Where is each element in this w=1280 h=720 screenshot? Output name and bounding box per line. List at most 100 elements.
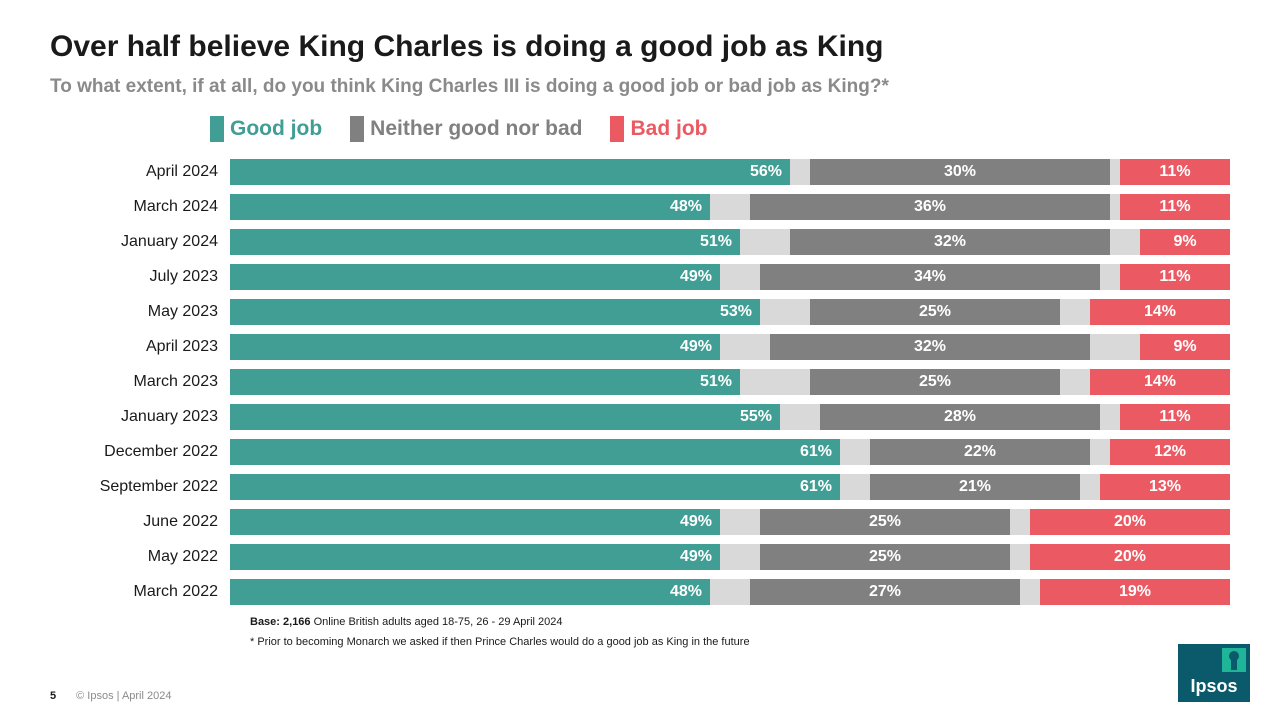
legend-item: Good job (210, 116, 322, 142)
row-label: March 2022 (50, 583, 230, 601)
bar-gap (1110, 194, 1120, 220)
chart-row: April 2024 56% 30% 11% (50, 156, 1230, 188)
bar-track: 48% 27% 19% (230, 579, 1230, 605)
row-label: September 2022 (50, 478, 230, 496)
bar-gap (1110, 229, 1140, 255)
bar-neither-value: 32% (934, 233, 966, 251)
bar-neither-value: 30% (944, 163, 976, 181)
row-label: March 2023 (50, 373, 230, 391)
bar-good: 48% (230, 579, 710, 605)
bar-good-value: 49% (680, 268, 712, 286)
bar-good-value: 48% (670, 198, 702, 216)
bar-bad: 9% (1140, 334, 1230, 360)
bar-good: 61% (230, 439, 840, 465)
bar-bad: 20% (1030, 544, 1230, 570)
bar-neither: 30% (810, 159, 1110, 185)
bar-track: 49%25%20% (230, 544, 1230, 570)
bar-gap (1100, 264, 1120, 290)
bar-bad: 11% (1120, 404, 1230, 430)
bar-good-value: 56% (750, 163, 782, 181)
chart-row: March 202351%25%14% (50, 366, 1230, 398)
legend-swatch (350, 116, 364, 142)
bar-gap (710, 194, 750, 220)
bar-gap (1060, 369, 1090, 395)
bar-good: 49% (230, 509, 720, 535)
bar-neither: 34% (760, 264, 1100, 290)
bar-neither: 27% (750, 579, 1020, 605)
bar-track: 49% 32% 9% (230, 334, 1230, 360)
legend-swatch (210, 116, 224, 142)
bar-neither-value: 27% (869, 583, 901, 601)
bar-bad: 12% (1110, 439, 1230, 465)
bar-gap (840, 474, 870, 500)
bar-good: 56% (230, 159, 790, 185)
bar-bad-value: 14% (1144, 303, 1176, 321)
bar-bad: 11% (1120, 264, 1230, 290)
bar-bad: 9% (1140, 229, 1230, 255)
bar-track: 61% 22% 12% (230, 439, 1230, 465)
base-label: Base: 2,166 (250, 616, 311, 628)
bar-bad-value: 9% (1173, 338, 1196, 356)
bar-gap (1090, 334, 1140, 360)
copyright-text: © Ipsos | April 2024 (76, 690, 171, 702)
row-label: July 2023 (50, 268, 230, 286)
chart-legend: Good jobNeither good nor badBad job (210, 116, 1230, 142)
bar-good-value: 49% (680, 548, 712, 566)
row-label: March 2024 (50, 198, 230, 216)
bar-gap (720, 544, 760, 570)
bar-good: 48% (230, 194, 710, 220)
chart-row: July 2023 49% 34% 11% (50, 261, 1230, 293)
bar-gap (720, 264, 760, 290)
bar-gap (760, 299, 810, 325)
bar-good-value: 55% (740, 408, 772, 426)
chart-row: September 202261%21%13% (50, 471, 1230, 503)
bar-good: 51% (230, 229, 740, 255)
bar-gap (1060, 299, 1090, 325)
bar-bad-value: 20% (1114, 513, 1146, 531)
row-label: April 2024 (50, 163, 230, 181)
legend-label: Bad job (630, 117, 707, 141)
bar-bad-value: 19% (1119, 583, 1151, 601)
bar-good: 53% (230, 299, 760, 325)
row-label: January 2023 (50, 408, 230, 426)
bar-neither-value: 22% (964, 443, 996, 461)
bar-good: 49% (230, 544, 720, 570)
chart-row: May 202249%25%20% (50, 541, 1230, 573)
legend-item: Bad job (610, 116, 707, 142)
bar-bad-value: 13% (1149, 478, 1181, 496)
bar-bad-value: 11% (1159, 163, 1190, 181)
bar-bad-value: 11% (1159, 408, 1190, 426)
row-label: December 2022 (50, 443, 230, 461)
bar-good-value: 51% (700, 233, 732, 251)
bar-neither-value: 25% (869, 513, 901, 531)
bar-bad-value: 12% (1154, 443, 1186, 461)
bar-bad-value: 11% (1159, 268, 1190, 286)
bar-good-value: 49% (680, 513, 712, 531)
bar-gap (1090, 439, 1110, 465)
bar-gap (1010, 544, 1030, 570)
bar-gap (1110, 159, 1120, 185)
row-label: January 2024 (50, 233, 230, 251)
legend-label: Good job (230, 117, 322, 141)
bar-gap (1010, 509, 1030, 535)
bar-bad: 11% (1120, 194, 1230, 220)
bar-good-value: 53% (720, 303, 752, 321)
row-label: June 2022 (50, 513, 230, 531)
bar-track: 53% 25% 14% (230, 299, 1230, 325)
bar-neither-value: 32% (914, 338, 946, 356)
bar-track: 55%28%11% (230, 404, 1230, 430)
bar-gap (740, 229, 790, 255)
bar-gap (720, 509, 760, 535)
bar-neither-value: 34% (914, 268, 946, 286)
bar-good: 49% (230, 334, 720, 360)
row-label: May 2022 (50, 548, 230, 566)
bar-track: 49% 34% 11% (230, 264, 1230, 290)
bar-neither-value: 25% (919, 303, 951, 321)
bar-neither-value: 21% (959, 478, 991, 496)
chart-row: June 2022 49% 25% 20% (50, 506, 1230, 538)
bar-track: 49% 25% 20% (230, 509, 1230, 535)
bar-neither: 36% (750, 194, 1110, 220)
bar-good-value: 61% (800, 443, 832, 461)
slide-footer: 5 © Ipsos | April 2024 (50, 690, 171, 702)
ipsos-logo: Ipsos (1178, 644, 1250, 702)
